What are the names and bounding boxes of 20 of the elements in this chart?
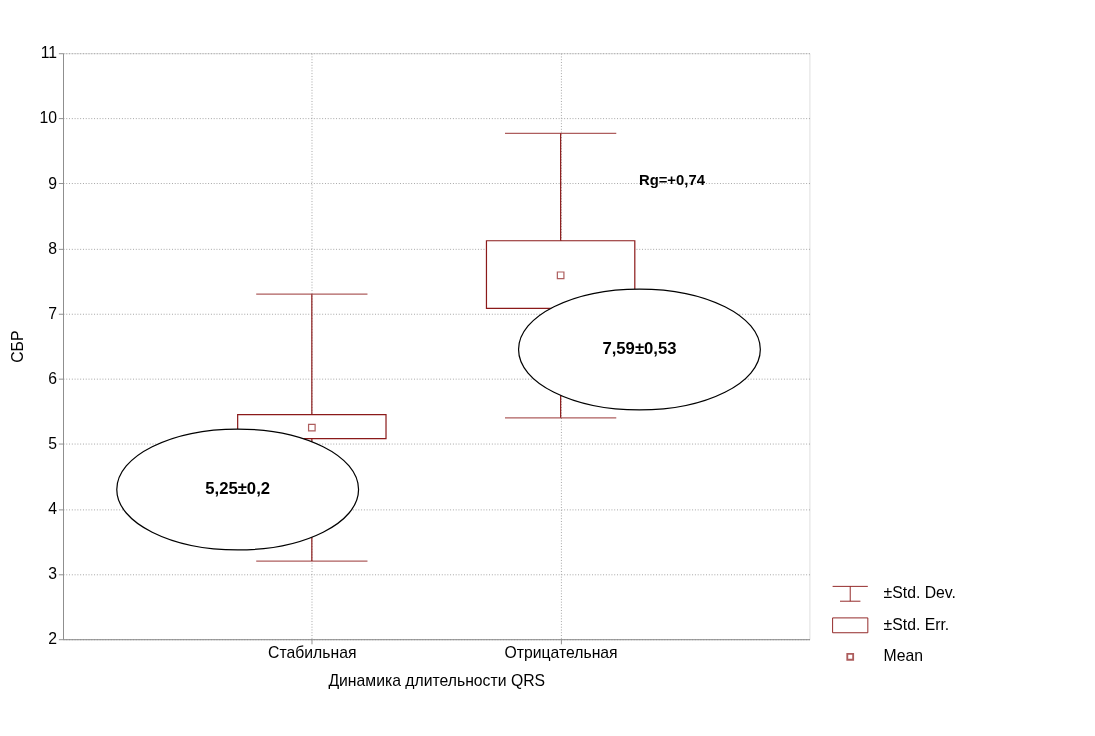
y-tick-label: 8 [48,239,58,257]
y-tick-label: 11 [40,44,58,62]
x-axis-title: Динамика длительности QRS [328,672,546,690]
y-tick-label: 2 [48,630,58,648]
y-tick-label: 4 [48,500,58,518]
text: ±Std. Dev. [883,584,956,602]
x-tick-label: Отрицательная [504,644,618,662]
y-tick-label: 5 [48,435,58,452]
y-axis-title: СБР [8,330,26,363]
x-tick-label: Стабильная [268,644,357,662]
y-tick-label: 7 [48,304,58,322]
annotation: 7,59±0,53 [602,339,677,359]
annotation: 5,25±0,2 [205,479,271,499]
y-tick-label: 9 [48,174,58,192]
y-tick-label: 10 [39,109,58,127]
y-tick-label: 6 [48,369,58,387]
y-tick-label: 3 [48,565,58,583]
text: ±Std. Err. [883,615,950,633]
annotation: Rg=+0,74 [638,171,706,188]
text: Mean [883,647,924,665]
